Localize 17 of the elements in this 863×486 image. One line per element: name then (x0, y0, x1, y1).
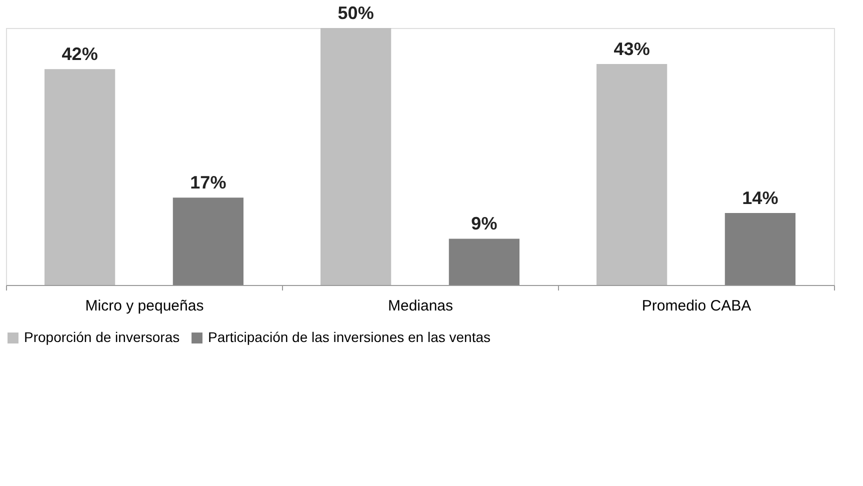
data-label: 42% (62, 44, 98, 64)
legend-label: Proporción de inversoras (24, 329, 180, 345)
bar (596, 64, 668, 285)
bar (448, 238, 520, 285)
bar (44, 69, 116, 285)
data-label: 17% (190, 172, 226, 193)
x-tick-label: Promedio CABA (642, 298, 752, 314)
data-label: 43% (614, 38, 650, 59)
bar (172, 198, 244, 285)
data-label: 14% (742, 188, 778, 208)
bar (724, 213, 796, 285)
x-tick-label: Medianas (388, 298, 454, 314)
data-label: 50% (338, 3, 374, 23)
data-label: 9% (471, 214, 498, 234)
x-tick-label: Micro y pequeñas (85, 298, 204, 314)
bar (320, 28, 392, 285)
legend-label: Participación de las inversiones en las ventas (208, 329, 490, 345)
